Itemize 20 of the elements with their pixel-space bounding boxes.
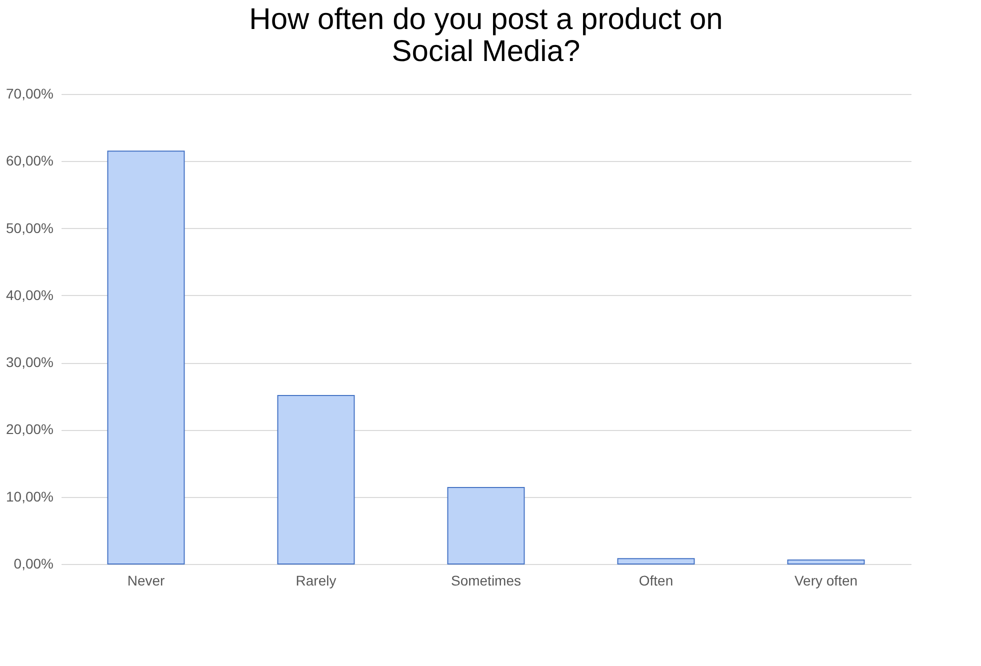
bar xyxy=(787,559,865,564)
bar xyxy=(617,558,695,564)
y-tick-label: 60,00% xyxy=(6,152,54,169)
y-tick-label: 50,00% xyxy=(6,220,54,236)
x-tick-label: Very often xyxy=(794,572,858,588)
y-tick-label: 20,00% xyxy=(6,421,54,438)
x-tick-label: Rarely xyxy=(296,572,336,588)
text: Social Media? xyxy=(392,35,580,68)
x-tick-label: Often xyxy=(638,572,674,588)
bar xyxy=(447,486,525,564)
x-tick-label: Sometimes xyxy=(450,572,522,588)
text: How often do you post a product on xyxy=(249,3,723,36)
bar xyxy=(277,394,355,564)
y-tick-label: 30,00% xyxy=(6,354,54,370)
y-tick-label: 70,00% xyxy=(6,86,54,102)
y-tick-label: 0,00% xyxy=(14,556,54,572)
y-tick-label: 40,00% xyxy=(6,286,54,303)
y-tick-label: 10,00% xyxy=(6,488,54,504)
x-tick-label: Never xyxy=(127,572,166,588)
bar xyxy=(107,150,185,564)
